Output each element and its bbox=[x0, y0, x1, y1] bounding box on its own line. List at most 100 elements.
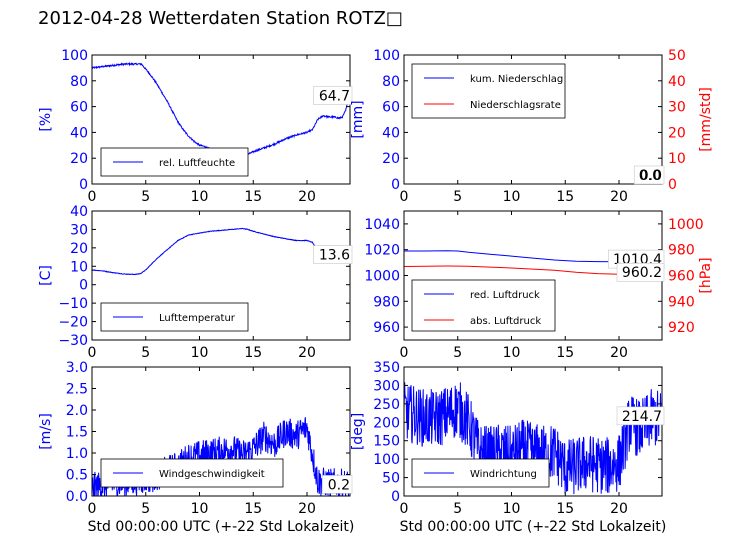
x-tick-label: 10 bbox=[191, 501, 209, 517]
y-tick-label: 3.0 bbox=[66, 360, 88, 376]
x-tick-label: 0 bbox=[88, 189, 97, 205]
x-tick-label: 5 bbox=[453, 189, 462, 205]
y-tick-label: 300 bbox=[373, 378, 400, 394]
chart-luftdruck: 0 5 10 15 20 960 980 1000 1020 1040 920 940 960 980 10… bbox=[364, 210, 714, 361]
y-tick-label: −30 bbox=[58, 333, 88, 349]
plot-frame bbox=[91, 210, 351, 341]
current-value-label-bg bbox=[321, 475, 353, 494]
y-tick-label: 10 bbox=[70, 259, 88, 275]
series-group bbox=[92, 227, 349, 276]
legend-entry: kum. Niederschlag bbox=[470, 74, 563, 85]
x-tick-label: 5 bbox=[141, 189, 150, 205]
current-value-label-bg bbox=[313, 86, 353, 105]
current-value-label: 64.7 bbox=[319, 89, 350, 105]
x-tick-label: 15 bbox=[556, 501, 574, 517]
y-tick-label: 0.5 bbox=[66, 468, 88, 484]
legend: Windgeschwindigkeit bbox=[100, 458, 284, 488]
legend-box bbox=[411, 279, 556, 332]
x-tick-label: 0 bbox=[88, 345, 97, 361]
y2-tick-label: 940 bbox=[668, 294, 695, 310]
x-tick-label: 15 bbox=[244, 501, 262, 517]
current-value-label: 13.6 bbox=[319, 248, 350, 264]
y-tick-label: 50 bbox=[382, 471, 400, 487]
current-value-label-2: 0.0 bbox=[639, 168, 661, 184]
y-axis-label: [mm] bbox=[350, 100, 366, 138]
legend-entry: Windrichtung bbox=[470, 469, 537, 480]
x-tick-label: 5 bbox=[453, 345, 462, 361]
x-tick-label: 20 bbox=[298, 501, 316, 517]
y-tick-label: 0 bbox=[79, 278, 88, 294]
x-tick-label: 15 bbox=[244, 345, 262, 361]
y-tick-label: 980 bbox=[373, 294, 400, 310]
legend: red. Luftdruck abs. Luftdruck bbox=[411, 279, 556, 332]
y-tick-label: 20 bbox=[382, 151, 400, 167]
y-tick-label: 1.0 bbox=[66, 446, 88, 462]
y-tick-label: 0 bbox=[79, 177, 88, 193]
legend-entry: rel. Luftfeuchte bbox=[159, 158, 235, 169]
x-tick-label: 10 bbox=[503, 345, 521, 361]
y-tick-label: 960 bbox=[373, 320, 400, 336]
legend-entry: abs. Luftdruck bbox=[470, 316, 541, 327]
plot-frame bbox=[403, 54, 663, 185]
y-tick-label: 40 bbox=[70, 125, 88, 141]
x-tick-label: 20 bbox=[610, 501, 628, 517]
x-tick-label: 10 bbox=[191, 345, 209, 361]
y2-tick-label: 40 bbox=[668, 74, 686, 90]
current-value-label-2-bg bbox=[616, 262, 665, 282]
x-tick-label: 0 bbox=[88, 501, 97, 517]
chart-feuchte: 0 5 10 15 20 0 20 40 60 80 100 [%] rel. Luftfeuchte 6… bbox=[38, 48, 353, 205]
y2-tick-label: 20 bbox=[668, 125, 686, 141]
y-tick-label: 100 bbox=[373, 452, 400, 468]
chart-wind: 0 5 10 15 20 0.0 0.5 1.0 1.5 2.0 2.5 3.0 [m/s] Std 00… bbox=[38, 360, 354, 535]
y2-tick-label: 980 bbox=[668, 243, 695, 259]
y-tick-label: 30 bbox=[70, 222, 88, 238]
y-tick-label: 40 bbox=[70, 204, 88, 220]
legend-entry: Niederschlagsrate bbox=[470, 100, 561, 111]
x-tick-label: 5 bbox=[141, 345, 150, 361]
plot-frame bbox=[91, 54, 351, 185]
plot-frame bbox=[403, 366, 663, 497]
x-tick-label: 10 bbox=[503, 189, 521, 205]
y-tick-label: 80 bbox=[70, 74, 88, 90]
current-value-label: 0.0 bbox=[640, 168, 662, 184]
y-tick-label: 0 bbox=[391, 177, 400, 193]
series-group bbox=[92, 61, 349, 158]
x-tick-label: 20 bbox=[610, 345, 628, 361]
y-tick-label: 0.0 bbox=[66, 489, 88, 505]
y2-tick-label: 30 bbox=[668, 100, 686, 116]
y-tick-label: 100 bbox=[61, 48, 88, 64]
current-value-label-bg bbox=[616, 406, 665, 426]
y-tick-label: 2.5 bbox=[66, 382, 88, 398]
y-tick-label: −20 bbox=[58, 315, 88, 331]
x-axis-label: Std 00:00:00 UTC (+-22 Std Lokalzeit) bbox=[88, 519, 355, 535]
y-tick-label: 1020 bbox=[364, 243, 400, 259]
y-tick-label: 0 bbox=[391, 489, 400, 505]
y-axis-label: [%] bbox=[38, 107, 54, 131]
x-tick-label: 0 bbox=[400, 189, 409, 205]
legend: Lufttemperatur bbox=[100, 302, 249, 332]
x-tick-label: 10 bbox=[191, 189, 209, 205]
x-tick-label: 20 bbox=[298, 189, 316, 205]
y-tick-label: 1.5 bbox=[66, 425, 88, 441]
legend-box bbox=[100, 458, 284, 488]
y-axis-label: [deg] bbox=[350, 413, 366, 450]
y2-tick-label: 10 bbox=[668, 151, 686, 167]
x-tick-label: 0 bbox=[400, 501, 409, 517]
y-tick-label: 1000 bbox=[364, 269, 400, 285]
y-tick-label: 2.0 bbox=[66, 403, 88, 419]
series-line-rel-luftfeuchte bbox=[92, 61, 349, 158]
y-tick-label: 250 bbox=[373, 397, 400, 413]
x-tick-label: 5 bbox=[141, 501, 150, 517]
chart-niederschlag: 0 5 10 15 20 0 20 40 60 80 100 0 10 20 30 40 50 [mm] [mm/s… bbox=[350, 48, 714, 205]
y-tick-label: 80 bbox=[382, 74, 400, 90]
x-axis-label: Std 00:00:00 UTC (+-22 Std Lokalzeit) bbox=[400, 519, 667, 535]
y-tick-label: 60 bbox=[382, 100, 400, 116]
current-value-label: 214.7 bbox=[622, 409, 662, 425]
y-axis-label: [m/s] bbox=[38, 413, 54, 450]
current-value-label-bg bbox=[633, 165, 665, 185]
y2-tick-label: 1000 bbox=[668, 217, 704, 233]
y-tick-label: 20 bbox=[70, 151, 88, 167]
x-tick-label: 20 bbox=[298, 345, 316, 361]
